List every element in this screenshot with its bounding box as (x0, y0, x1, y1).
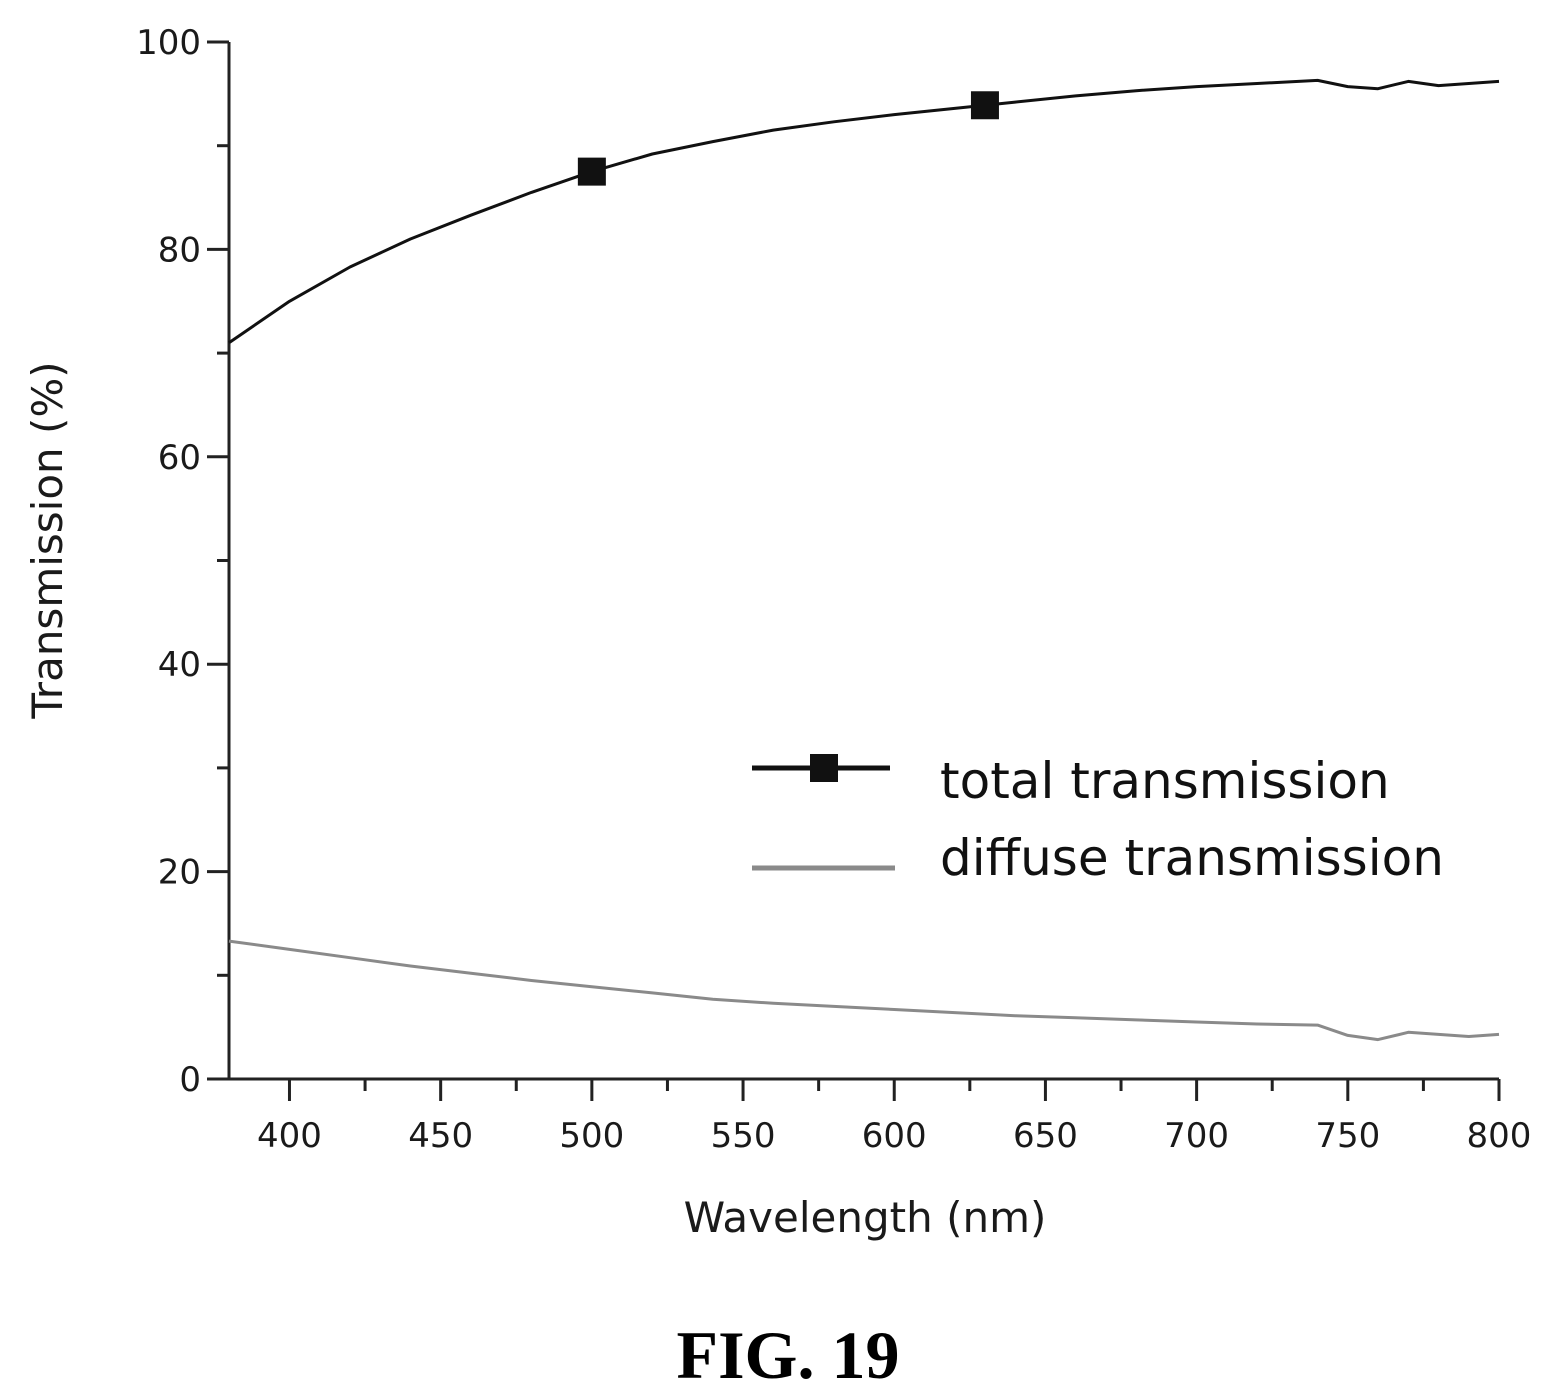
series-layer (228, 78, 1500, 1042)
series-line-diffuse-transmission (228, 939, 1500, 1042)
figure-caption: FIG. 19 (677, 1317, 900, 1393)
legend-marker-total (810, 754, 838, 782)
x-tick-label: 450 (408, 1116, 473, 1156)
x-tick-label: 550 (711, 1116, 776, 1156)
legend: total transmission diffuse transmission (752, 752, 1444, 887)
y-tick-label: 100 (136, 23, 201, 63)
x-tick-label: 700 (1164, 1116, 1229, 1156)
data-point-marker (577, 157, 606, 186)
x-tick-label: 400 (257, 1116, 322, 1156)
series-line-total-transmission (228, 78, 1500, 344)
y-tick-label: 0 (179, 1060, 201, 1100)
legend-label-diffuse: diffuse transmission (940, 829, 1444, 887)
x-tick-label: 800 (1467, 1116, 1532, 1156)
x-tick-label: 500 (559, 1116, 624, 1156)
y-axis-title: Transmission (%) (23, 361, 72, 719)
y-ticks: 0 20 40 60 80 100 (136, 23, 229, 1100)
axes (227, 42, 1499, 1081)
x-tick-label: 750 (1315, 1116, 1380, 1156)
legend-label-total: total transmission (940, 752, 1390, 810)
x-ticks: 400 450 500 550 600 650 700 750 800 (257, 1079, 1531, 1156)
x-tick-label: 600 (862, 1116, 927, 1156)
y-tick-label: 20 (158, 853, 201, 893)
x-tick-label: 650 (1013, 1116, 1078, 1156)
data-point-marker (970, 91, 999, 120)
y-tick-label: 60 (158, 438, 201, 478)
y-tick-label: 40 (158, 645, 201, 685)
y-tick-label: 80 (158, 230, 201, 270)
x-axis-title: Wavelength (nm) (684, 1193, 1047, 1242)
